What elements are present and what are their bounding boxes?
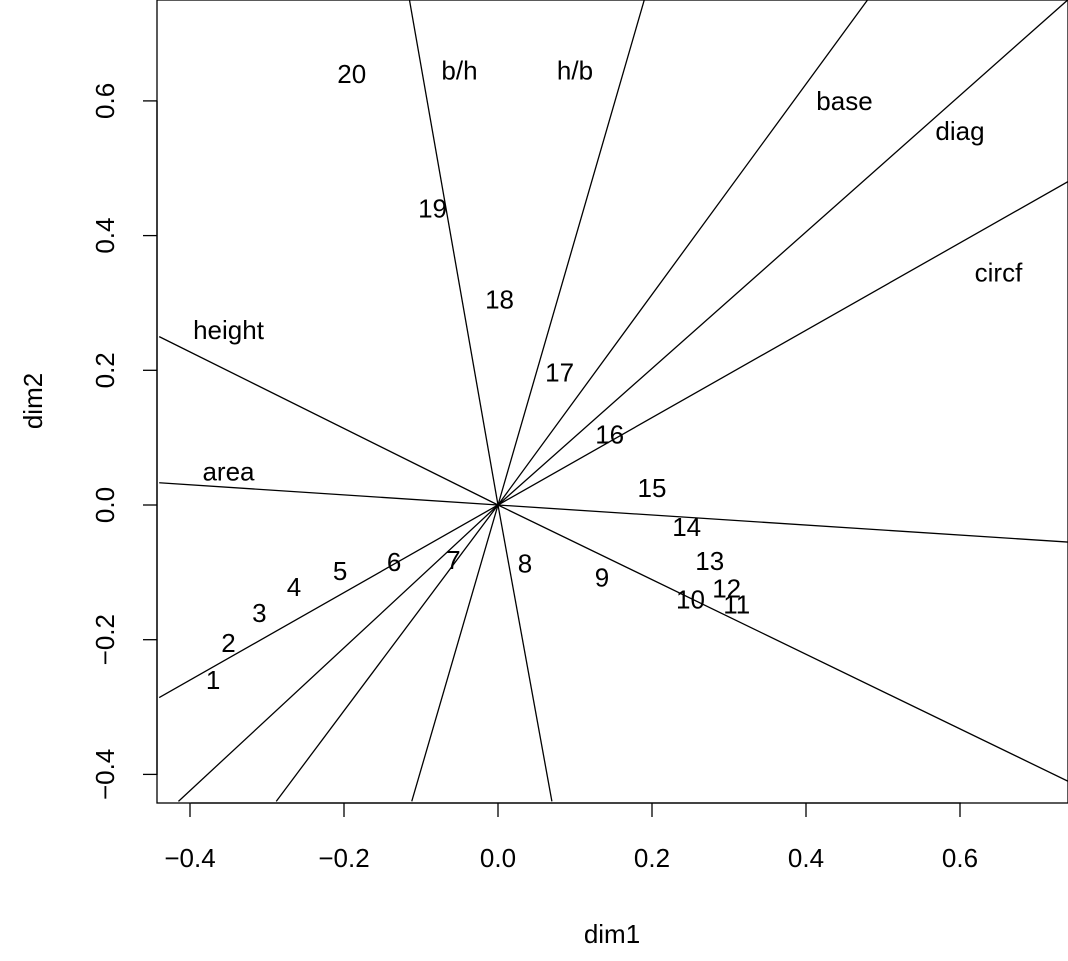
variable-label-height: height [193,315,265,345]
variable-ray-3 [497,504,553,802]
x-axis-title: dim1 [584,919,640,949]
variable-label-h-b: h/b [557,56,593,86]
variable-ray-5 [275,504,499,802]
variable-ray-base [497,0,869,506]
point-label-7: 7 [446,545,460,575]
y-axis-title: dim2 [18,373,48,429]
point-label-6: 6 [387,547,401,577]
variable-label-circf: circf [975,258,1023,288]
x-tick-label: 0.2 [634,843,670,873]
variable-ray-6 [178,504,499,802]
point-label-13: 13 [695,546,724,576]
variable-ray-7 [158,504,499,699]
variable-ray-h-b [497,0,645,506]
point-label-18: 18 [485,285,514,315]
variable-ray-2 [497,504,1068,782]
point-label-17: 17 [545,357,574,387]
point-label-9: 9 [595,563,609,593]
point-label-10: 10 [676,584,705,614]
variable-ray-height [158,336,499,506]
variable-label-base: base [816,86,872,116]
point-label-15: 15 [638,473,667,503]
y-tick-label: 0.6 [90,83,120,119]
variable-ray-b-h [408,0,499,506]
y-tick-label: −0.4 [90,749,120,800]
variable-label-diag: diag [935,116,984,146]
point-label-12: 12 [712,574,741,604]
point-label-19: 19 [418,194,447,224]
point-label-8: 8 [518,549,532,579]
x-tick-label: −0.2 [318,843,369,873]
variable-label-area: area [202,456,255,486]
y-tick-label: −0.2 [90,614,120,665]
point-label-20: 20 [337,59,366,89]
point-label-14: 14 [672,512,701,542]
point-label-11: 11 [723,590,750,620]
x-axis: −0.4 −0.2 0.0 0.2 0.4 0.6 [164,802,978,873]
x-tick-label: 0.0 [480,843,516,873]
y-tick-label: 0.2 [90,352,120,388]
point-label-3: 3 [252,598,266,628]
variable-label-b-h: b/h [441,56,477,86]
x-tick-label: 0.4 [788,843,824,873]
x-tick-label: 0.6 [942,843,978,873]
variable-ray-circf [497,181,1068,506]
x-tick-label: −0.4 [164,843,215,873]
variable-ray-area [159,482,499,506]
y-axis: −0.4 −0.2 0.0 0.2 0.4 0.6 [90,83,158,800]
y-tick-label: 0.4 [90,218,120,254]
variable-ray-1 [497,504,1068,543]
point-label-5: 5 [333,556,347,586]
point-label-16: 16 [595,419,624,449]
point-label-2: 2 [221,628,235,658]
point-label-1: 1 [206,665,220,695]
point-label-4: 4 [287,572,301,602]
variable-ray-diag [497,0,1068,506]
y-tick-label: 0.0 [90,487,120,523]
variable-ray-4 [411,504,499,802]
rays-layer [158,0,1068,802]
